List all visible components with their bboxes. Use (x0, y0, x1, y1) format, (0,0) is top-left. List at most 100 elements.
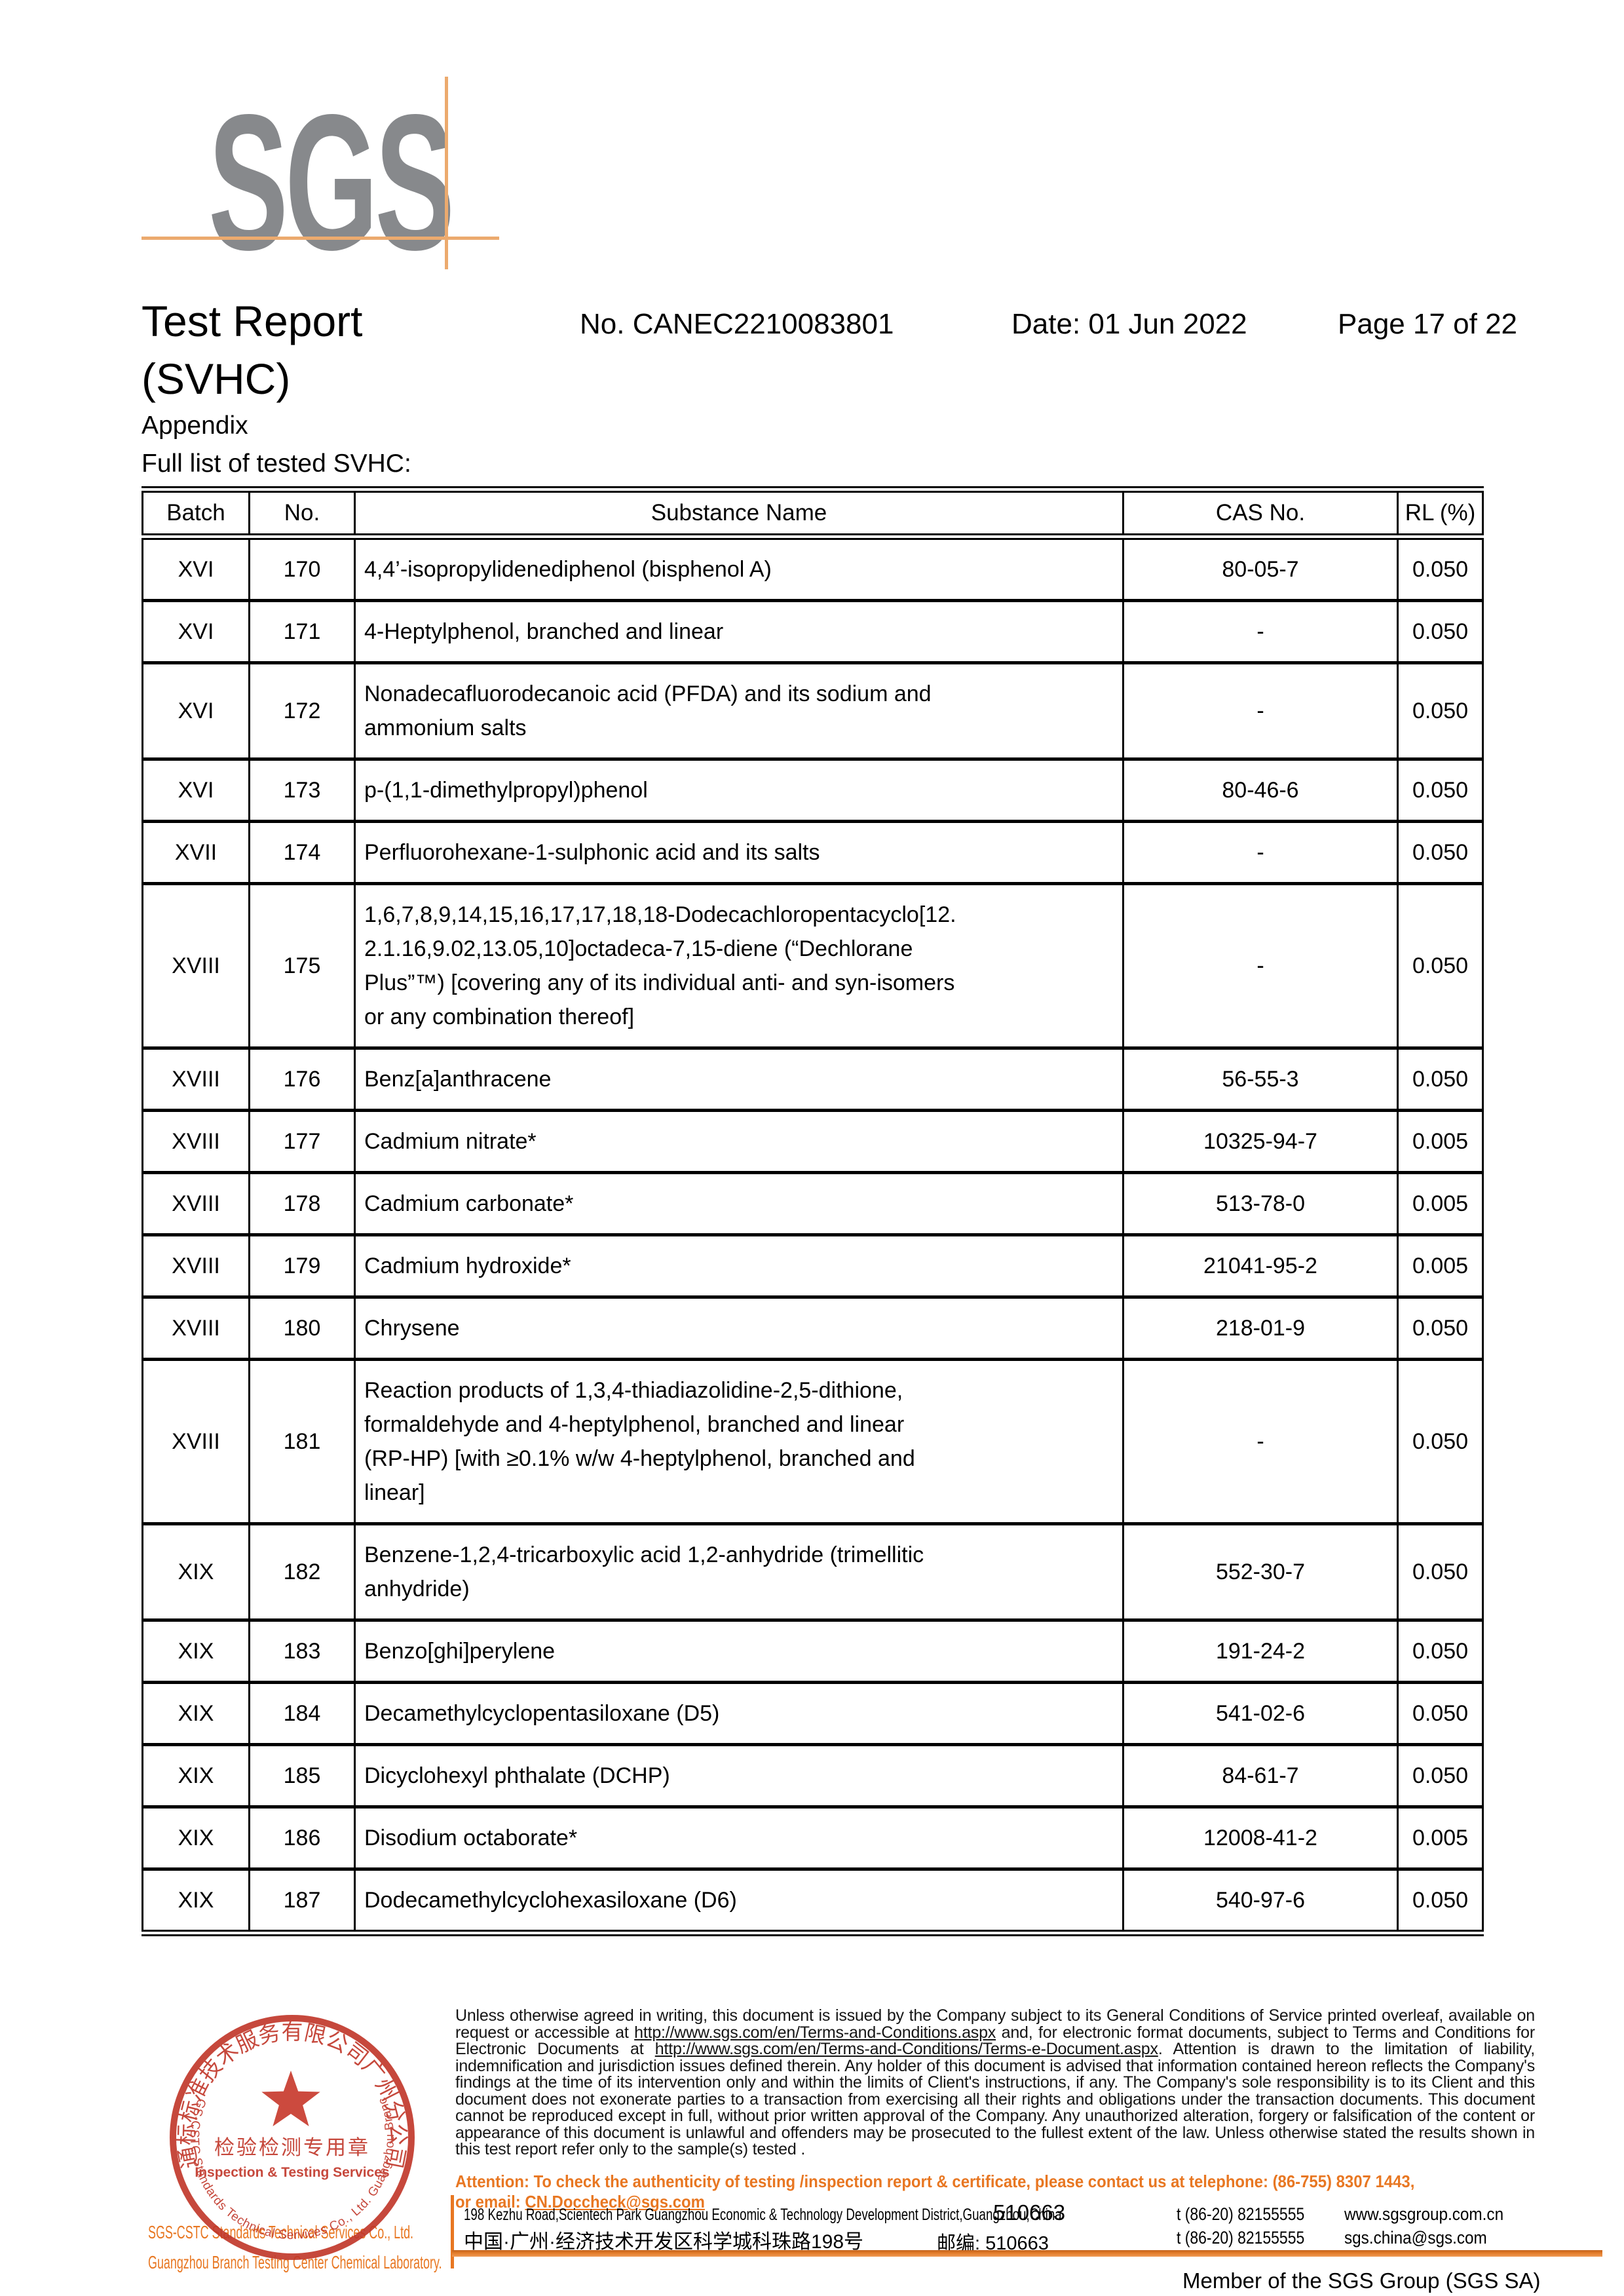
cell-rl: 0.050 (1397, 1618, 1484, 1684)
cell-no: 181 (248, 1358, 356, 1525)
table-row: XVIII 177 Cadmium nitrate* 10325-94-7 0.005 (142, 1109, 1484, 1174)
cell-batch: XIX (142, 1805, 250, 1871)
phone-number: t (86-20) 82155555 (1177, 2204, 1305, 2224)
cell-rl: 0.050 (1397, 820, 1484, 885)
cell-cas: - (1122, 599, 1399, 664)
sgs-logo: SGS (208, 74, 455, 290)
cell-rl: 0.050 (1397, 535, 1484, 602)
cell-rl: 0.050 (1397, 1743, 1484, 1808)
column-header-rl: RL (%) (1397, 486, 1484, 540)
cell-batch: XVI (142, 757, 250, 823)
cell-no: 184 (248, 1681, 356, 1746)
cell-cas: 56-55-3 (1122, 1046, 1399, 1112)
terms-e-document-url: http://www.sgs.com/en/Terms-and-Conditio… (654, 2040, 1158, 2058)
table-row: XVI 173 p-(1,1-dimethylpropyl)phenol 80-46-… (142, 757, 1484, 823)
stamp-center-chinese: 检验检测专用章 (214, 2136, 370, 2159)
header-vertical-rule (445, 77, 448, 269)
disclaimer-text: Unless otherwise agreed in writing, this… (455, 2006, 1535, 2042)
attention-line1: Attention: To check the authenticity of … (455, 2172, 1415, 2191)
address-divider-rule (451, 2195, 454, 2268)
cell-batch: XVIII (142, 1171, 250, 1236)
svhc-table: Batch No. Substance Name CAS No. RL (%) … (142, 486, 1484, 1936)
cell-rl: 0.005 (1397, 1171, 1484, 1236)
stamp-center-english: Inspection & Testing Services (195, 2165, 389, 2180)
cell-cas: 12008-41-2 (1122, 1805, 1399, 1871)
cell-batch: XIX (142, 1743, 250, 1808)
cell-cas: 21041-95-2 (1122, 1233, 1399, 1299)
cell-substance: Cadmium carbonate* (354, 1171, 1124, 1236)
cell-batch: XVI (142, 661, 250, 761)
appendix-heading: Appendix (142, 411, 248, 440)
address-chinese: 中国·广州·经济技术开发区科学城科珠路198号 (464, 2231, 864, 2253)
cell-rl: 0.050 (1397, 1867, 1484, 1936)
cell-no: 187 (248, 1867, 356, 1936)
cell-rl: 0.005 (1397, 1109, 1484, 1174)
sgs-group-membership: Member of the SGS Group (SGS SA) (1182, 2268, 1541, 2293)
cell-substance: Reaction products of 1,3,4-thiadiazolidi… (354, 1358, 1124, 1525)
postal-code: 510663 (993, 2200, 1066, 2225)
column-header-substance: Substance Name (354, 486, 1124, 540)
disclaimer-text: and, for electronic format documents, su… (455, 2023, 1535, 2058)
cell-batch: XVII (142, 820, 250, 885)
cell-batch: XIX (142, 1867, 250, 1936)
cell-cas: 552-30-7 (1122, 1522, 1399, 1622)
table-row: XVIII 180 Chrysene 218-01-9 0.050 (142, 1295, 1484, 1361)
terms-disclaimer: Unless otherwise agreed in writing, this… (455, 2006, 1536, 2158)
cell-batch: XVIII (142, 1358, 250, 1525)
cell-no: 182 (248, 1522, 356, 1622)
table-row: XVIII 179 Cadmium hydroxide* 21041-95-2 0.00… (142, 1233, 1484, 1299)
cell-cas: 80-05-7 (1122, 535, 1399, 602)
table-row: XVIII 178 Cadmium carbonate* 513-78-0 0.005 (142, 1171, 1484, 1236)
cell-rl: 0.050 (1397, 882, 1484, 1050)
table-header-row: Batch No. Substance Name CAS No. RL (%) (142, 486, 1484, 540)
inspection-stamp: 通标标准技术服务有限公司广州分公司 SGS-CSTC Standards Tec… (164, 2010, 415, 2260)
cell-rl: 0.005 (1397, 1233, 1484, 1299)
table-row: XVI 172 Nonadecafluorodecanoic acid (PFDA)… (142, 661, 1484, 761)
cell-batch: XVIII (142, 1233, 250, 1299)
cell-substance: Benz[a]anthracene (354, 1046, 1124, 1112)
cell-batch: XVIII (142, 1295, 250, 1361)
doccheck-email: CN.Doccheck@sgs.com (525, 2192, 705, 2211)
website-url: www.sgsgroup.com.cn (1344, 2204, 1504, 2224)
cell-batch: XIX (142, 1681, 250, 1746)
phone-number-2: t (86-20) 82155555 (1177, 2228, 1305, 2248)
cell-rl: 0.050 (1397, 1295, 1484, 1361)
cell-cas: - (1122, 882, 1399, 1050)
disclaimer-text: . Attention is drawn to the limitation o… (455, 2040, 1536, 2158)
column-header-batch: Batch (142, 486, 250, 540)
cell-cas: 218-01-9 (1122, 1295, 1399, 1361)
table-row: XVIII 176 Benz[a]anthracene 56-55-3 0.050 (142, 1046, 1484, 1112)
cell-no: 172 (248, 661, 356, 761)
cell-batch: XVI (142, 599, 250, 664)
stamp-ring (170, 2015, 415, 2260)
cell-batch: XVIII (142, 882, 250, 1050)
cell-no: 171 (248, 599, 356, 664)
cell-rl: 0.005 (1397, 1805, 1484, 1871)
cell-substance: Perfluorohexane-1-sulphonic acid and its… (354, 820, 1124, 885)
report-subtitle: (SVHC) (142, 354, 291, 403)
cell-substance: Nonadecafluorodecanoic acid (PFDA) and i… (354, 661, 1124, 761)
cell-substance: 1,6,7,8,9,14,15,16,17,17,18,18-Dodecachl… (354, 882, 1124, 1050)
table-row: XVII 174 Perfluorohexane-1-sulphonic acid … (142, 820, 1484, 885)
cell-substance: Chrysene (354, 1295, 1124, 1361)
table-row: XIX 187 Dodecamethylcyclohexasiloxane (D6)… (142, 1867, 1484, 1936)
table-row: XIX 184 Decamethylcyclopentasiloxane (D5) 5… (142, 1681, 1484, 1746)
table-row: XVIII 175 1,6,7,8,9,14,15,16,17,17,18,18-D… (142, 882, 1484, 1050)
cell-no: 170 (248, 535, 356, 602)
column-header-cas: CAS No. (1122, 486, 1399, 540)
cell-no: 186 (248, 1805, 356, 1871)
cell-no: 178 (248, 1171, 356, 1236)
table-row: XIX 186 Disodium octaborate* 12008-41-2 0.00… (142, 1805, 1484, 1871)
cell-batch: XVI (142, 535, 250, 602)
cell-substance: Dicyclohexyl phthalate (DCHP) (354, 1743, 1124, 1808)
cell-rl: 0.050 (1397, 599, 1484, 664)
cell-substance: 4,4’-isopropylidenediphenol (bisphenol A… (354, 535, 1124, 602)
cell-batch: XIX (142, 1618, 250, 1684)
table-row: XIX 183 Benzo[ghi]perylene 191-24-2 0.050 (142, 1618, 1484, 1684)
page-indicator: Page 17 of 22 (1338, 308, 1518, 340)
terms-url: http://www.sgs.com/en/Terms-and-Conditio… (634, 2023, 996, 2042)
cell-batch: XIX (142, 1522, 250, 1622)
appendix-subheading: Full list of tested SVHC: (142, 450, 411, 478)
company-name-block: SGS-CSTC Standards Technical Services Co… (148, 2217, 442, 2278)
